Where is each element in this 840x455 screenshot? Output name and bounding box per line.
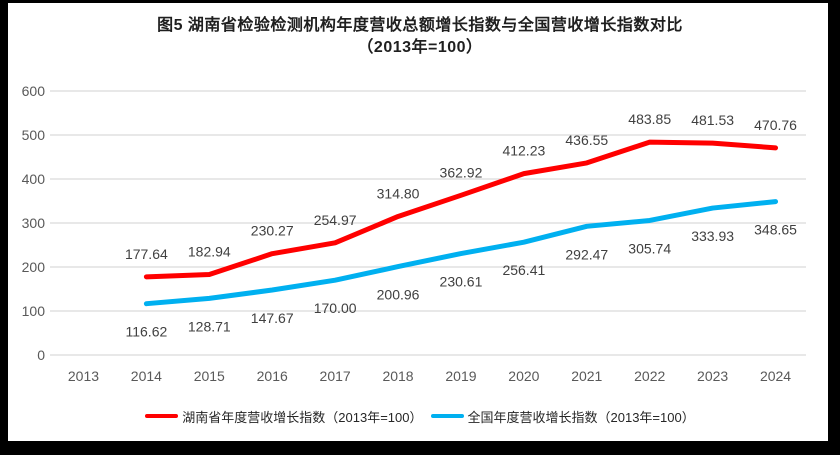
data-label: 116.62 (125, 324, 167, 340)
data-label: 200.96 (377, 287, 420, 303)
x-axis-tick-label: 2021 (571, 368, 602, 384)
data-label: 470.76 (754, 117, 797, 133)
x-axis-tick-label: 2024 (760, 368, 791, 384)
x-axis-tick-label: 2018 (382, 368, 413, 384)
data-label: 362.92 (440, 164, 483, 180)
legend-swatch-blue-line-icon (430, 414, 464, 418)
legend-swatch-red-line-icon (145, 414, 179, 418)
x-axis-tick-label: 2014 (131, 368, 162, 384)
y-axis-tick-label: 400 (22, 171, 46, 187)
data-label: 177.64 (125, 246, 168, 262)
data-label: 128.71 (188, 318, 231, 334)
x-axis-tick-label: 2019 (445, 368, 476, 384)
chart-legend: 湖南省年度营收增长指数（2013年=100） 全国年度营收增长指数（2013年=… (0, 404, 840, 428)
x-axis-tick-label: 2013 (68, 368, 99, 384)
y-axis-tick-label: 500 (22, 127, 46, 143)
y-axis-tick-label: 600 (22, 83, 46, 99)
x-axis-tick-label: 2015 (194, 368, 225, 384)
data-label: 254.97 (314, 212, 357, 228)
legend-label-national: 全国年度营收增长指数（2013年=100） (467, 409, 695, 425)
y-axis-tick-label: 200 (22, 259, 46, 275)
x-axis-tick-label: 2017 (320, 368, 351, 384)
legend-item-national: 全国年度营收增长指数（2013年=100） (430, 407, 695, 426)
legend-item-hunan: 湖南省年度营收增长指数（2013年=100） (145, 407, 423, 426)
data-label: 314.80 (377, 185, 420, 201)
chart-title-line1: 图5 湖南省检验检测机构年度营收总额增长指数与全国营收增长指数对比 (157, 17, 683, 34)
data-label: 147.67 (251, 310, 294, 326)
data-label: 481.53 (691, 112, 734, 128)
y-axis-tick-label: 100 (22, 303, 46, 319)
data-label: 256.41 (502, 262, 545, 278)
data-label: 348.65 (754, 222, 797, 238)
y-axis-tick-label: 0 (37, 347, 45, 363)
series-line-hunan (143, 139, 779, 280)
x-axis-tick-label: 2016 (257, 368, 288, 384)
x-axis-tick-label: 2020 (508, 368, 539, 384)
x-axis-tick-label: 2023 (697, 368, 728, 384)
data-label: 483.85 (628, 111, 671, 127)
chart-title: 图5 湖南省检验检测机构年度营收总额增长指数与全国营收增长指数对比 （2013年… (0, 15, 840, 59)
data-label: 230.61 (440, 274, 483, 290)
data-label: 412.23 (502, 143, 545, 159)
x-axis-tick-label: 2022 (634, 368, 665, 384)
y-axis-tick-label: 300 (22, 215, 46, 231)
data-label: 170.00 (314, 300, 357, 316)
data-label: 292.47 (565, 246, 608, 262)
data-label: 182.94 (188, 244, 231, 260)
legend-label-hunan: 湖南省年度营收增长指数（2013年=100） (182, 409, 423, 425)
data-label: 230.27 (251, 223, 294, 239)
series-line-national (143, 199, 779, 307)
chart-title-line2: （2013年=100） (357, 39, 483, 56)
data-label: 436.55 (565, 132, 608, 148)
data-label: 333.93 (691, 228, 734, 244)
data-label: 305.74 (628, 240, 671, 256)
